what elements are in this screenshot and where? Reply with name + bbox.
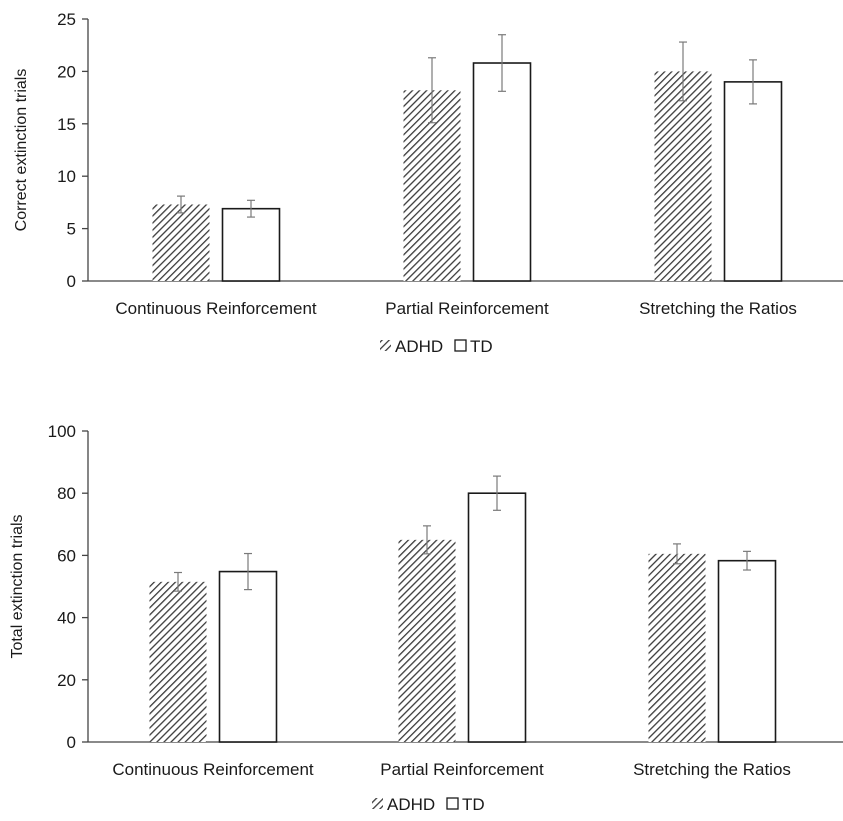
legend-swatch-td <box>454 339 467 352</box>
x-category-label: Partial Reinforcement <box>385 299 549 318</box>
legend-label-adhd: ADHD <box>395 337 443 356</box>
legend-swatch-td <box>446 797 459 810</box>
x-category-label: Continuous Reinforcement <box>112 760 314 779</box>
bar-td-1 <box>218 570 278 743</box>
y-tick-label: 20 <box>57 62 76 81</box>
bar-adhd-3 <box>654 71 712 282</box>
bar-td-3 <box>717 559 777 743</box>
y-tick-label: 20 <box>57 671 76 690</box>
bar-adhd-3 <box>648 553 706 742</box>
y-tick-label: 80 <box>57 484 76 503</box>
bar-adhd-2 <box>398 539 456 742</box>
x-category-label: Stretching the Ratios <box>633 760 791 779</box>
y-tick-label: 0 <box>67 733 76 752</box>
legend-swatch-adhd <box>380 340 391 351</box>
y-tick-label: 0 <box>67 272 76 291</box>
bar-adhd-1 <box>152 204 210 281</box>
bar-td-3 <box>723 81 783 282</box>
legend-label-td: TD <box>462 795 485 814</box>
y-tick-label: 15 <box>57 115 76 134</box>
bar-adhd-1 <box>149 581 207 742</box>
legend-swatch-adhd <box>372 798 383 809</box>
x-category-label: Partial Reinforcement <box>380 760 544 779</box>
x-category-label: Stretching the Ratios <box>639 299 797 318</box>
x-category-label: Continuous Reinforcement <box>115 299 317 318</box>
chart-panel-1: 0 5 10 15 20 25 Correct extinction trials Conti… <box>13 10 843 356</box>
legend-label-td: TD <box>470 337 493 356</box>
y-tick-label: 25 <box>57 10 76 29</box>
y-tick-label: 5 <box>67 220 76 239</box>
chart-panel-2: 0 20 40 60 80 100 Total extinction trials Conti… <box>9 422 843 814</box>
y-tick-label: 60 <box>57 546 76 565</box>
bar-td-1 <box>221 207 281 282</box>
bar-td-2 <box>467 492 527 743</box>
y-axis-label: Correct extinction trials <box>13 69 30 232</box>
y-tick-label: 100 <box>48 422 76 441</box>
y-axis-label: Total extinction trials <box>9 514 26 658</box>
bar-td-2 <box>472 62 532 282</box>
y-tick-label: 40 <box>57 609 76 628</box>
legend-label-adhd: ADHD <box>387 795 435 814</box>
y-tick-label: 10 <box>57 167 76 186</box>
